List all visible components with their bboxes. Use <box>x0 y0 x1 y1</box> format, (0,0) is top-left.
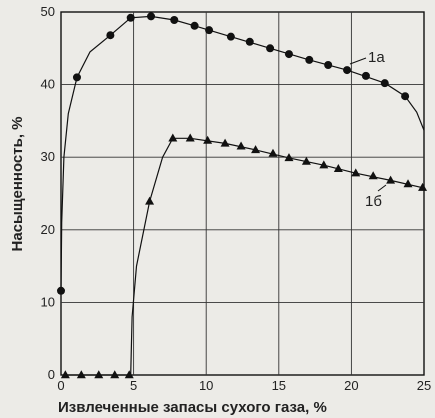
data-point-triangle <box>351 168 361 177</box>
data-point-triangle <box>94 370 104 379</box>
data-point-triangle <box>76 370 86 379</box>
data-point-triangle <box>251 145 261 154</box>
data-point-triangle <box>333 164 343 173</box>
data-point-triangle <box>145 196 155 205</box>
data-point-triangle <box>268 148 278 157</box>
data-point-triangle <box>236 141 246 150</box>
data-point-circle <box>190 21 199 30</box>
y-tick-label: 0 <box>48 367 55 382</box>
data-point-triangle <box>124 370 134 379</box>
data-point-circle <box>205 26 214 35</box>
x-tick-label: 0 <box>57 378 64 393</box>
curve-label-1b: 1б <box>365 193 382 210</box>
data-point-circle <box>305 55 314 64</box>
data-point-triangle <box>418 182 428 191</box>
data-point-triangle <box>368 171 378 180</box>
data-point-triangle <box>185 133 195 142</box>
data-point-circle <box>57 286 65 295</box>
data-point-triangle <box>319 160 329 169</box>
x-tick-label: 20 <box>344 378 358 393</box>
x-tick-label: 15 <box>272 378 286 393</box>
grid <box>61 12 424 375</box>
x-tick-label: 5 <box>130 378 137 393</box>
x-axis-title: Извлеченные запасы сухого газа, % <box>58 399 327 416</box>
data-point-circle <box>126 13 135 22</box>
y-tick-label: 30 <box>41 149 55 164</box>
data-point-circle <box>245 37 254 46</box>
label-leader-1a <box>349 57 367 65</box>
data-point-circle <box>147 12 156 21</box>
label-leader-1b <box>377 184 387 192</box>
data-point-circle <box>324 60 333 69</box>
data-point-triangle <box>110 370 120 379</box>
data-point-triangle <box>386 175 396 184</box>
y-tick-label: 10 <box>41 294 55 309</box>
y-axis-title: Насыщенность, % <box>9 117 26 252</box>
data-point-triangle <box>168 133 178 142</box>
x-tick-label: 10 <box>199 378 213 393</box>
data-point-triangle <box>220 138 230 147</box>
y-tick-label: 50 <box>41 4 55 19</box>
curve-labels: 1а 1б <box>349 49 387 210</box>
data-point-circle <box>284 50 293 59</box>
data-point-circle <box>106 31 115 40</box>
data-point-triangle <box>284 153 294 162</box>
data-point-circle <box>72 73 81 82</box>
data-point-triangle <box>60 370 70 379</box>
data-point-circle <box>170 15 179 24</box>
data-point-circle <box>380 79 389 88</box>
data-point-triangle <box>203 135 213 144</box>
data-point-triangle <box>403 179 413 188</box>
y-tick-label: 20 <box>41 222 55 237</box>
y-tick-label: 40 <box>41 77 55 92</box>
data-point-circle <box>226 32 235 41</box>
data-point-circle <box>401 92 410 101</box>
x-tick-label: 25 <box>417 378 431 393</box>
data-point-circle <box>343 66 352 75</box>
tick-labels: 0 5 10 15 20 25 0 10 20 30 40 50 <box>41 4 432 393</box>
data-point-circle <box>361 71 370 80</box>
data-point-circle <box>266 44 275 53</box>
markers <box>57 12 428 379</box>
curve-label-1a: 1а <box>368 49 385 66</box>
plot-area <box>60 11 425 376</box>
data-point-triangle <box>301 156 311 165</box>
